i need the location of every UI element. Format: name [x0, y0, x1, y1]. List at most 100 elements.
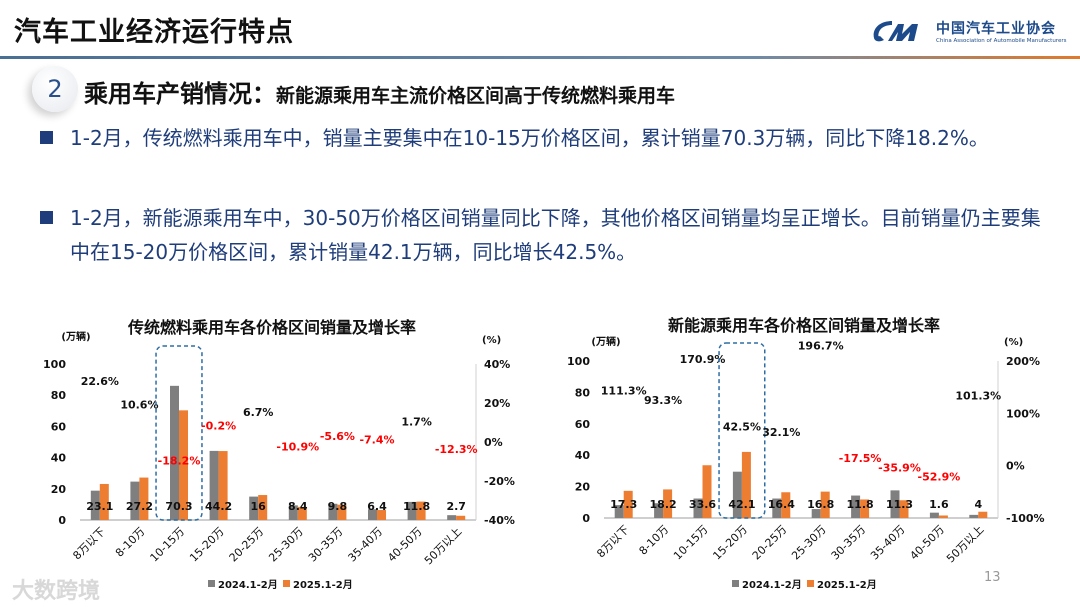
value-label-2025: 11.8 [847, 498, 874, 511]
logo-en-text: China Association of Automobile Manufact… [936, 38, 1067, 44]
x-tick-label: 35-40万 [868, 523, 908, 563]
bar-2025 [702, 465, 712, 518]
x-tick-label: 8万以下 [70, 525, 107, 562]
x-tick-label: 15-20万 [187, 525, 227, 565]
legend-label-2024: 2024.1-2月 [218, 579, 278, 591]
bar-2024 [614, 505, 624, 518]
value-label-2025: 42.1 [728, 498, 755, 511]
x-tick-label: 25-30万 [789, 523, 829, 563]
growth-label: -52.9% [918, 470, 961, 483]
value-label-2025: 11.8 [403, 500, 430, 513]
bullet-item: 1-2月，新能源乘用车中，30-50万价格区间销量同比下降，其他价格区间销量均呈… [40, 201, 1050, 269]
growth-label: 32.1% [762, 426, 800, 439]
x-tick-label: 8万以下 [594, 523, 631, 560]
page-title: 汽车工业经济运行特点 [14, 17, 294, 48]
x-tick-label: 8-10万 [113, 525, 148, 560]
bar-2025 [741, 451, 751, 518]
y-tick-label: 60 [575, 418, 591, 431]
section-number-badge: 2 [32, 66, 78, 112]
bar-2024 [170, 385, 179, 520]
x-tick-label: 35-40万 [346, 525, 386, 565]
section-heading-sub: 新能源乘用车主流价格区间高于传统燃料乘用车 [276, 85, 676, 107]
bar-2025 [860, 499, 870, 518]
page-number: 13 [984, 570, 1001, 585]
y2-tick-label: -40% [484, 514, 515, 527]
caam-logo-icon [873, 21, 918, 42]
value-label-2025: 1.6 [929, 498, 949, 511]
highlight-box [155, 345, 203, 521]
bar-2025 [416, 501, 426, 520]
value-label-2025: 18.2 [650, 498, 677, 511]
value-label-2025: 27.2 [126, 500, 153, 513]
legend-label-2025: 2025.1-2月 [293, 579, 353, 591]
value-label-2025: 33.6 [689, 498, 716, 511]
y-axis-unit: (万辆) [591, 335, 620, 348]
legend-label-2024: 2024.1-2月 [742, 579, 802, 591]
y-tick-label: 80 [51, 389, 67, 402]
header-divider [0, 56, 1080, 59]
value-label-2025: 4 [974, 498, 982, 511]
y2-tick-label: 20% [484, 397, 510, 410]
bullet-item: 1-2月，传统燃料乘用车中，销量主要集中在10-15万价格区间，累计销量70.3… [40, 121, 1050, 155]
bar-2025 [139, 477, 149, 520]
growth-label: 101.3% [955, 390, 1001, 403]
bar-2024 [447, 515, 457, 520]
growth-label: -35.9% [878, 461, 921, 474]
bullet-square-icon [40, 131, 53, 144]
x-tick-label: 8-10万 [637, 523, 672, 558]
bar-2025 [938, 515, 948, 518]
bar-2025 [820, 491, 830, 518]
growth-label: 22.6% [81, 375, 119, 388]
caam-logo: 中国汽车工业协会 China Association of Automobile… [870, 18, 1066, 44]
value-label-2025: 8.4 [288, 500, 308, 513]
bar-2024 [368, 509, 377, 520]
bar-2025 [623, 490, 633, 518]
bullet-text: 1-2月，传统燃料乘用车中，销量主要集中在10-15万价格区间，累计销量70.3… [70, 126, 989, 150]
x-tick-label: 40-50万 [385, 525, 425, 565]
bar-2024 [328, 503, 338, 520]
value-label-2025: 16.4 [768, 498, 795, 511]
chart-title-left: 传统燃料乘用车各价格区间销量及增长率 [128, 318, 417, 337]
bar-2025 [978, 511, 988, 518]
bar-2025 [297, 506, 307, 520]
y-tick-label: 100 [43, 358, 66, 371]
legend-swatch-2024 [732, 580, 739, 587]
growth-label: -18.2% [158, 454, 201, 467]
bullet-text: 1-2月，新能源乘用车中，30-50万价格区间销量同比下降，其他价格区间销量均呈… [70, 206, 1041, 264]
bar-2024 [772, 498, 782, 518]
x-tick-label: 20-25万 [750, 523, 790, 563]
x-tick-label: 30-35万 [829, 523, 869, 563]
legend-swatch-2025 [283, 580, 290, 587]
growth-label: 6.7% [243, 406, 274, 419]
x-tick-label: 50万以上 [944, 523, 986, 565]
growth-label: -0.2% [201, 419, 236, 432]
value-label-2025: 23.1 [86, 500, 113, 513]
value-label-2025: 17.3 [610, 498, 637, 511]
bar-2024 [288, 505, 298, 520]
x-tick-label: 20-25万 [227, 525, 267, 565]
bar-2024 [969, 514, 979, 518]
growth-label: 93.3% [644, 394, 682, 407]
section-heading: 乘用车产销情况：新能源乘用车主流价格区间高于传统燃料乘用车 [84, 74, 675, 109]
chart-title-right: 新能源乘用车各价格区间销量及增长率 [668, 316, 941, 335]
y2-tick-label: 40% [484, 358, 510, 371]
y2-tick-label: 0% [1006, 460, 1025, 473]
y-tick-label: 40 [575, 449, 591, 462]
y2-axis-unit: (%) [1004, 337, 1023, 348]
y2-tick-label: -100% [1006, 512, 1045, 525]
watermark: 大数跨境 [12, 579, 101, 604]
value-label-2025: 16 [251, 500, 267, 513]
bar-2025 [337, 504, 347, 520]
logo-cn-text: 中国汽车工业协会 [936, 21, 1056, 37]
growth-label: 170.9% [680, 353, 726, 366]
y-tick-label: 0 [58, 514, 66, 527]
y-tick-label: 100 [567, 355, 590, 368]
bar-2024 [654, 503, 664, 518]
x-tick-label: 10-15万 [148, 525, 188, 565]
growth-label: 196.7% [798, 340, 844, 353]
bar-2025 [899, 500, 909, 518]
y2-tick-label: 0% [484, 436, 503, 449]
bar-2024 [929, 512, 939, 518]
growth-label: -10.9% [276, 440, 319, 453]
